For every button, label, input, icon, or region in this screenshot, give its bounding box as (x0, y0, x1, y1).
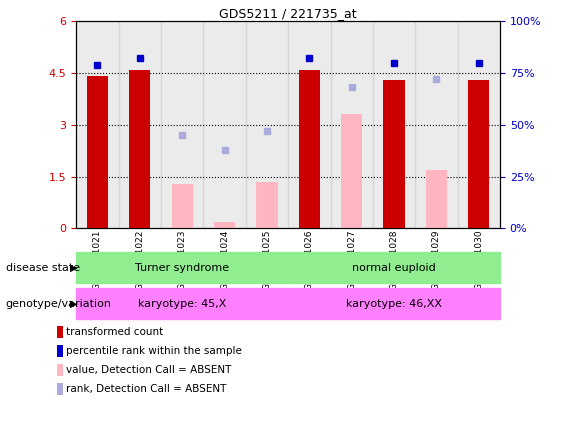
Text: value, Detection Call = ABSENT: value, Detection Call = ABSENT (66, 365, 232, 375)
Bar (76, 252, 288, 283)
Bar (119, 21, 161, 228)
Title: GDS5211 / 221735_at: GDS5211 / 221735_at (219, 7, 357, 20)
Bar (373, 21, 415, 228)
Text: rank, Detection Call = ABSENT: rank, Detection Call = ABSENT (66, 384, 227, 394)
Bar (214, 222, 235, 228)
Bar (415, 21, 458, 228)
Text: karyotype: 46,XX: karyotype: 46,XX (346, 299, 442, 308)
Text: Turner syndrome: Turner syndrome (135, 263, 229, 272)
Bar (288, 21, 331, 228)
Text: disease state: disease state (6, 263, 80, 272)
Bar (129, 69, 150, 228)
Text: percentile rank within the sample: percentile rank within the sample (66, 346, 242, 356)
Bar (426, 170, 447, 228)
Bar (458, 21, 500, 228)
Bar (299, 69, 320, 228)
Bar (341, 115, 362, 228)
Bar (161, 21, 203, 228)
Bar (288, 288, 500, 319)
Bar (87, 77, 108, 228)
Bar (246, 21, 288, 228)
Bar (468, 80, 489, 228)
Bar (331, 21, 373, 228)
Text: ▶: ▶ (69, 263, 77, 272)
Bar (203, 21, 246, 228)
Bar (384, 80, 405, 228)
Bar (288, 252, 500, 283)
Text: genotype/variation: genotype/variation (6, 299, 112, 308)
Text: ▶: ▶ (69, 299, 77, 308)
Bar (172, 184, 193, 228)
Text: karyotype: 45,X: karyotype: 45,X (138, 299, 227, 308)
Bar (257, 182, 277, 228)
Text: normal euploid: normal euploid (352, 263, 436, 272)
Bar (76, 21, 119, 228)
Text: transformed count: transformed count (66, 327, 163, 337)
Bar (76, 288, 288, 319)
